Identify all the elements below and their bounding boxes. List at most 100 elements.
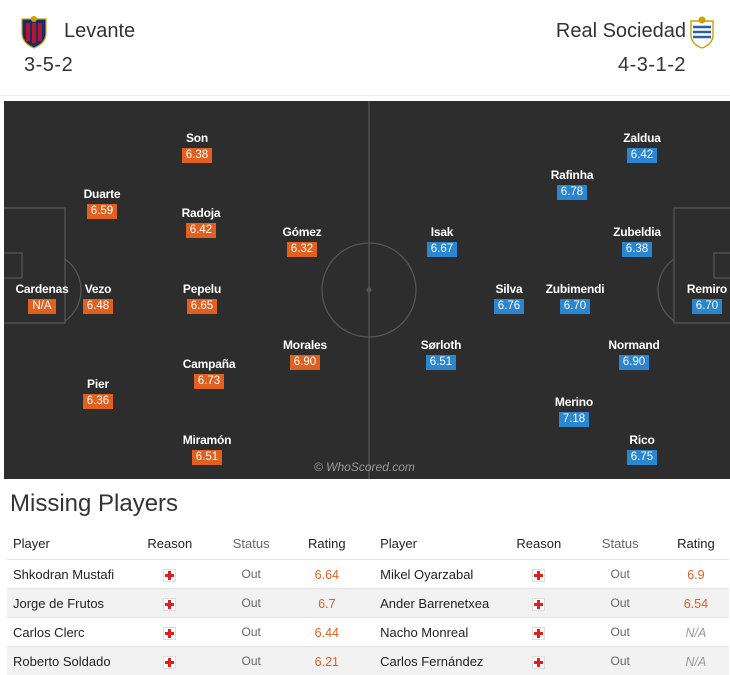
missing-status: Out (578, 647, 663, 675)
player-name[interactable]: Rico (597, 433, 687, 447)
missing-status: Out (578, 560, 663, 589)
missing-player-name[interactable]: Mikel Oyarzabal (374, 560, 500, 589)
injury-icon[interactable] (163, 627, 176, 640)
header-player[interactable]: Player (7, 528, 131, 560)
missing-player-name[interactable]: Carlos Clerc (7, 618, 131, 647)
away-player[interactable]: Rafinha 6.78 (527, 168, 617, 200)
missing-rating: 6.44 (315, 626, 339, 640)
away-player[interactable]: Sørloth 6.51 (396, 338, 486, 370)
player-rating: 6.73 (194, 374, 224, 389)
missing-table-header: Player Reason Status Rating Player Reaso… (7, 528, 729, 560)
missing-player-name[interactable]: Shkodran Mustafi (7, 560, 131, 589)
player-name[interactable]: Rafinha (527, 168, 617, 182)
player-name[interactable]: Remiro (662, 282, 730, 296)
player-name[interactable]: Morales (260, 338, 350, 352)
levante-crest-icon[interactable] (18, 15, 50, 49)
player-rating: 6.75 (627, 450, 657, 465)
player-name[interactable]: Pier (53, 377, 143, 391)
player-name[interactable]: Zubimendi (530, 282, 620, 296)
injury-icon[interactable] (163, 598, 176, 611)
away-player[interactable]: Remiro 6.70 (662, 282, 730, 314)
player-name[interactable]: Zaldua (597, 131, 687, 145)
header-rating[interactable]: Rating (663, 528, 729, 560)
missing-rating: 6.21 (315, 655, 339, 669)
home-player[interactable]: Duarte 6.59 (57, 187, 147, 219)
home-formation: 3-5-2 (24, 54, 73, 77)
player-name[interactable]: Campaña (164, 357, 254, 371)
player-rating: 6.78 (557, 185, 587, 200)
missing-players-title: Missing Players (10, 490, 178, 518)
player-name[interactable]: Zubeldia (592, 225, 682, 239)
player-rating: 6.70 (560, 299, 590, 314)
injury-icon[interactable] (532, 598, 545, 611)
player-rating: 6.32 (287, 242, 317, 257)
header-reason[interactable]: Reason (500, 528, 578, 560)
away-player[interactable]: Isak 6.67 (397, 225, 487, 257)
player-rating: 6.67 (427, 242, 457, 257)
away-formation: 4-3-1-2 (618, 54, 686, 77)
player-rating: 6.51 (192, 450, 222, 465)
away-player[interactable]: Zaldua 6.42 (597, 131, 687, 163)
player-name[interactable]: Isak (397, 225, 487, 239)
missing-player-name[interactable]: Roberto Soldado (7, 647, 131, 675)
watermark: © WhoScored.com (314, 460, 415, 474)
player-name[interactable]: Sørloth (396, 338, 486, 352)
player-rating: 6.59 (87, 204, 117, 219)
injury-icon[interactable] (532, 569, 545, 582)
missing-status: Out (209, 589, 294, 618)
player-name[interactable]: Gómez (257, 225, 347, 239)
injury-icon[interactable] (532, 627, 545, 640)
missing-status: Out (209, 560, 294, 589)
home-player[interactable]: Pepelu 6.65 (157, 282, 247, 314)
header-status[interactable]: Status (578, 528, 663, 560)
player-name[interactable]: Duarte (57, 187, 147, 201)
away-player[interactable]: Zubeldia 6.38 (592, 225, 682, 257)
player-name[interactable]: Pepelu (157, 282, 247, 296)
player-rating: 6.51 (426, 355, 456, 370)
missing-rating: 6.9 (687, 568, 704, 582)
player-rating: 7.18 (559, 412, 589, 427)
away-player[interactable]: Zubimendi 6.70 (530, 282, 620, 314)
injury-icon[interactable] (163, 569, 176, 582)
missing-player-name[interactable]: Carlos Fernández (374, 647, 500, 675)
player-rating: 6.42 (627, 148, 657, 163)
header-reason[interactable]: Reason (131, 528, 209, 560)
missing-status: Out (578, 618, 663, 647)
away-team-name[interactable]: Real Sociedad (556, 20, 686, 43)
away-player[interactable]: Rico 6.75 (597, 433, 687, 465)
missing-player-name[interactable]: Nacho Monreal (374, 618, 500, 647)
player-rating: 6.70 (692, 299, 722, 314)
real-sociedad-crest-icon[interactable] (686, 15, 718, 49)
home-player[interactable]: Miramón 6.51 (162, 433, 252, 465)
header-rating[interactable]: Rating (294, 528, 360, 560)
player-name[interactable]: Radoja (156, 206, 246, 220)
player-name[interactable]: Normand (589, 338, 679, 352)
missing-player-name[interactable]: Jorge de Frutos (7, 589, 131, 618)
header-player[interactable]: Player (374, 528, 500, 560)
missing-status: Out (209, 618, 294, 647)
header-status[interactable]: Status (209, 528, 294, 560)
player-name[interactable]: Son (152, 131, 242, 145)
player-rating: 6.65 (187, 299, 217, 314)
player-name[interactable]: Merino (529, 395, 619, 409)
match-header: Levante 3-5-2 Real Sociedad 4-3-1-2 (0, 0, 730, 96)
away-player[interactable]: Merino 7.18 (529, 395, 619, 427)
player-rating: 6.38 (622, 242, 652, 257)
home-player[interactable]: Campaña 6.73 (164, 357, 254, 389)
missing-player-name[interactable]: Ander Barrenetxea (374, 589, 500, 618)
missing-rating: 6.7 (318, 597, 335, 611)
player-rating: 6.38 (182, 148, 212, 163)
player-name[interactable]: Vezo (53, 282, 143, 296)
player-name[interactable]: Miramón (162, 433, 252, 447)
home-player[interactable]: Gómez 6.32 (257, 225, 347, 257)
home-team-name[interactable]: Levante (64, 20, 135, 43)
home-player[interactable]: Son 6.38 (152, 131, 242, 163)
